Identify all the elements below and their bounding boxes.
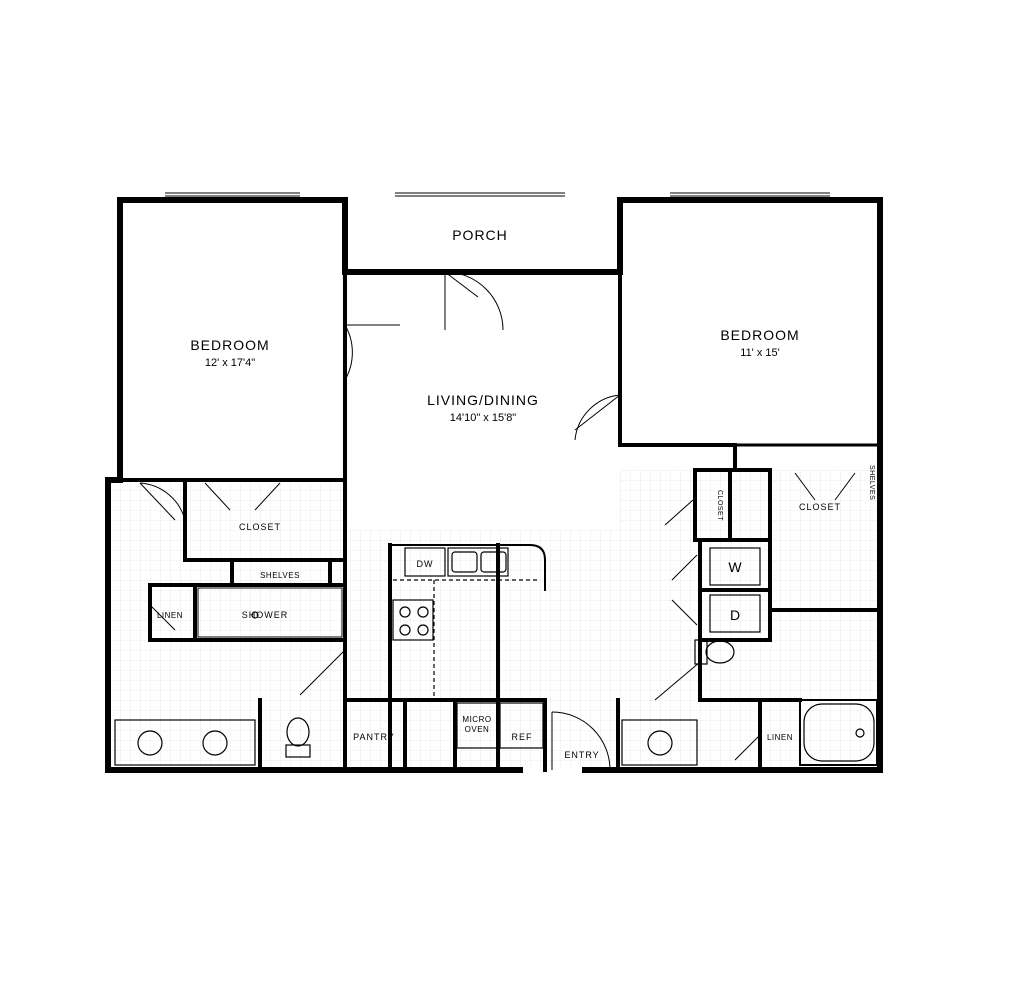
bedroom-right-dims: 11' x 15'	[740, 347, 779, 359]
living-dims: 14'10" x 15'8"	[450, 412, 517, 424]
closet-right-label: CLOSET	[799, 502, 841, 512]
shelves-left-label: SHELVES	[260, 571, 300, 580]
tile-floor	[111, 470, 877, 767]
shower-label: SHOWER	[242, 610, 289, 620]
linen-left-label: LINEN	[157, 611, 183, 620]
pantry-label: PANTRY	[353, 732, 395, 742]
porch-label: PORCH	[452, 227, 508, 243]
washer-label: W	[728, 559, 742, 575]
bedroom-left-dims: 12' x 17'4"	[205, 357, 255, 369]
dw-label: DW	[417, 559, 434, 569]
dryer-label: D	[730, 607, 740, 623]
bedroom-left-label: BEDROOM	[190, 337, 269, 353]
entry-label: ENTRY	[564, 750, 599, 760]
micro-label-bot: OVEN	[465, 725, 490, 734]
closet-narrow-label: CLOSET	[716, 490, 723, 521]
closet-left-label: CLOSET	[239, 522, 281, 532]
shelves-right-label: SHELVES	[868, 465, 875, 500]
ref-label: REF	[512, 732, 533, 742]
living-label: LIVING/DINING	[427, 392, 539, 408]
bedroom-right-label: BEDROOM	[720, 327, 799, 343]
linen-right-label: LINEN	[767, 733, 793, 742]
micro-label-top: MICRO	[462, 715, 491, 724]
floorplan: PORCH BEDROOM 12' x 17'4" BEDROOM 11' x …	[0, 0, 1024, 1002]
